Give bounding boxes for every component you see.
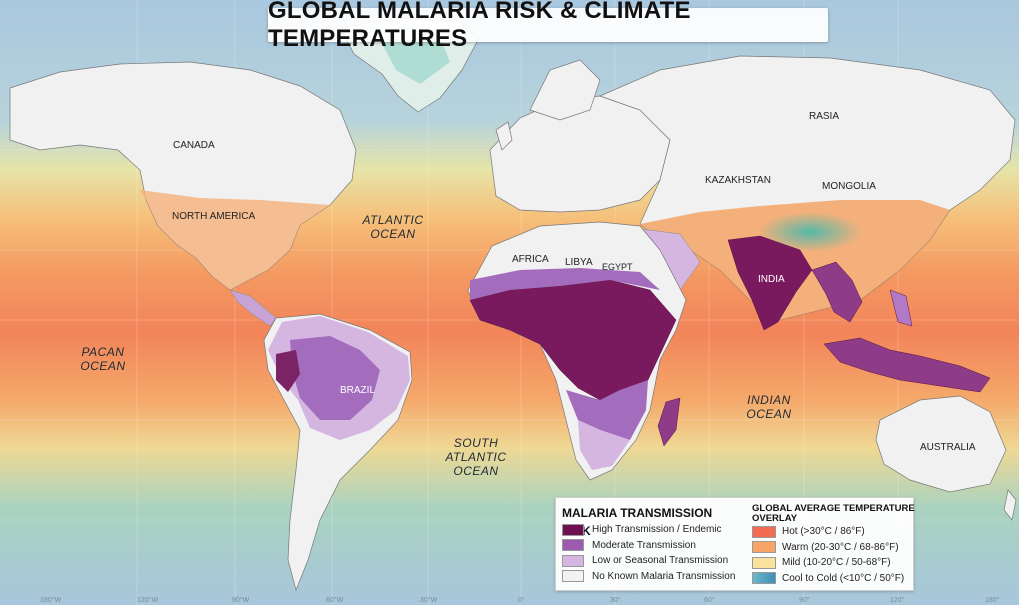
malaria-legend: MALARIA TRANSMISSION RISK High Transmiss…: [562, 504, 744, 584]
legend-item: High Transmission / Endemic: [562, 522, 744, 538]
africa-moderate-malaria: [470, 268, 660, 300]
australia-landmass: [875, 395, 1007, 493]
label-south-atlantic-ocean: SOUTH ATLANTIC OCEAN: [445, 436, 507, 478]
tick-label: 90°W: [232, 597, 250, 604]
tick-label: 0°: [518, 597, 525, 604]
legend-item: Cool to Cold (<10°C / 50°F): [752, 571, 912, 587]
label-brazil: BRAZIL: [340, 385, 376, 396]
label-indian-ocean: INDIAN OCEAN: [746, 393, 792, 421]
title-banner: GLOBAL MALARIA RISK & CLIMATE TEMPERATUR…: [268, 0, 828, 52]
legend-swatch-high: [562, 523, 584, 536]
temperature-legend-title: GLOBAL AVERAGE TEMPERATURE OVERLAY: [752, 503, 915, 524]
legend-item: Mild (10-20°C / 50-68°F): [752, 555, 912, 571]
temperature-legend: GLOBAL AVERAGE TEMPERATURE OVERLAY Hot (…: [752, 503, 915, 587]
legend-swatch-mild: [752, 556, 776, 569]
tick-label: 120°W: [137, 597, 159, 604]
label-pacific-ocean: PACAN OCEAN: [80, 345, 126, 373]
label-india: INDIA: [758, 274, 785, 285]
longitude-ticks: 180°W 120°W 90°W 60°W 30°W 0° 30° 60° 90…: [0, 597, 1019, 605]
legend-swatch-none: [562, 570, 584, 583]
legend-label: Mild (10-20°C / 50-68°F): [782, 557, 891, 569]
label-libya: LIBYA: [565, 257, 593, 268]
legend-label: No Known Malaria Transmission: [592, 570, 736, 582]
legend-swatch-moderate: [562, 539, 584, 552]
legend-item: Warm (20-30°C / 68-86°F): [752, 540, 912, 556]
tick-label: 60°W: [326, 597, 344, 604]
legend-swatch-warm: [752, 541, 776, 554]
map-legend: MALARIA TRANSMISSION RISK High Transmiss…: [555, 497, 915, 591]
label-rasia: RASIA: [809, 111, 840, 122]
legend-swatch-cool: [752, 572, 776, 585]
tick-label: 30°W: [420, 597, 438, 604]
central-america-malaria: [229, 289, 277, 327]
legend-swatch-hot: [752, 525, 776, 538]
label-egypt: EGYPT: [602, 262, 633, 272]
map-title: GLOBAL MALARIA RISK & CLIMATE TEMPERATUR…: [268, 0, 691, 52]
madagascar-malaria: [657, 397, 681, 447]
tibetan-plateau-cool: [758, 212, 862, 252]
legend-label: Low or Seasonal Transmission: [592, 555, 729, 567]
label-canada: CANADA: [173, 140, 215, 151]
label-mongolia: MONGOLIA: [822, 181, 876, 192]
legend-item: No Known Malaria Transmission: [562, 569, 744, 585]
north-america-warm-zone: [140, 190, 330, 290]
tick-label: 90°: [799, 597, 810, 604]
africa-south-low: [578, 420, 630, 470]
label-africa: AFRICA: [512, 254, 549, 265]
label-north-america: NORTH AMERICA: [172, 211, 256, 222]
philippines-malaria: [889, 289, 913, 327]
legend-label: Hot (>30°C / 86°F): [782, 526, 865, 538]
legend-item: Low or Seasonal Transmission: [562, 553, 744, 569]
legend-item: Moderate Transmission: [562, 538, 744, 554]
southeast-asia-malaria: [811, 261, 863, 323]
tick-label: 60°: [704, 597, 715, 604]
africa-south-moderate: [566, 380, 648, 440]
label-atlantic-ocean: ATLANTIC OCEAN: [362, 213, 424, 241]
indonesia-malaria: [823, 337, 991, 393]
label-kazakhstan: KAZAKHSTAN: [705, 175, 771, 186]
tick-label: 180°: [985, 597, 1000, 604]
legend-label: High Transmission / Endemic: [592, 524, 722, 536]
legend-label: Moderate Transmission: [592, 539, 696, 551]
south-america-moderate-malaria: [290, 336, 380, 420]
tick-label: 120°: [890, 597, 905, 604]
legend-label: Cool to Cold (<10°C / 50°F): [782, 572, 905, 584]
new-zealand: [1003, 489, 1017, 521]
legend-item: Hot (>30°C / 86°F): [752, 524, 912, 540]
malaria-legend-title: MALARIA TRANSMISSION RISK: [562, 506, 713, 538]
amazon-high-malaria: [276, 350, 300, 392]
scandinavia-landmass: [529, 59, 601, 121]
india-high-malaria: [727, 235, 813, 331]
legend-label: Warm (20-30°C / 68-86°F): [782, 541, 899, 553]
tick-label: 180°W: [40, 597, 62, 604]
tick-label: 30°: [610, 597, 621, 604]
legend-swatch-low: [562, 554, 584, 567]
label-australia: AUSTRALIA: [920, 442, 976, 453]
british-isles: [495, 121, 513, 151]
greenland-ice: [380, 38, 450, 84]
